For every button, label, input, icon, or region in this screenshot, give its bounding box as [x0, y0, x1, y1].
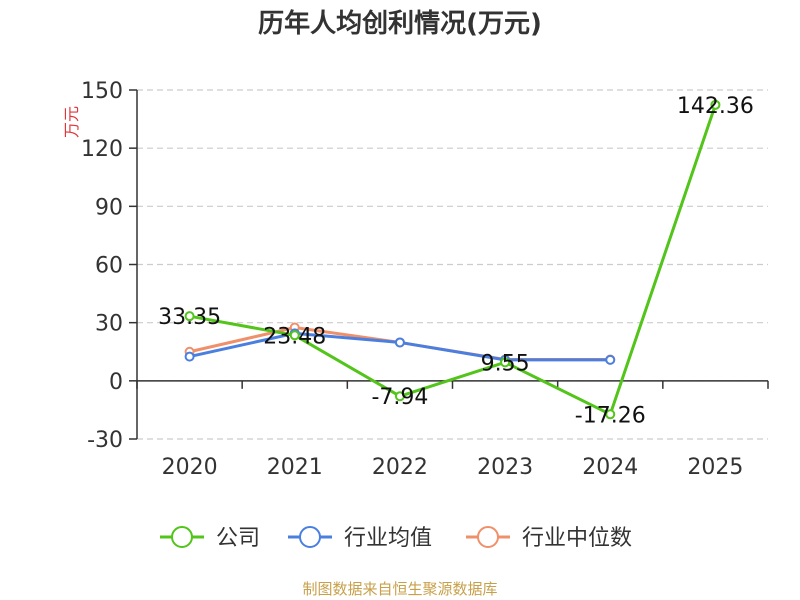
y-tick-label: -30 [87, 428, 123, 453]
series-line [189, 104, 717, 416]
source-note: 制图数据来自恒生聚源数据库 [302, 580, 498, 598]
data-point [184, 351, 195, 362]
x-tick-label: 2024 [582, 455, 638, 480]
data-point [605, 409, 616, 420]
data-point [605, 354, 616, 365]
y-tick-label: 0 [109, 370, 123, 395]
data-point [500, 357, 511, 368]
x-tick-label: 2022 [372, 455, 428, 480]
data-label: -17.26 [575, 403, 646, 428]
chart-title: 历年人均创利情况(万元) [258, 9, 542, 39]
y-tick-label: 90 [95, 195, 123, 220]
data-point [394, 337, 405, 348]
data-point [710, 99, 721, 110]
x-tick-label: 2025 [687, 455, 743, 480]
x-tick-label: 2021 [267, 455, 323, 480]
data-point [394, 391, 405, 402]
data-point [289, 330, 300, 341]
x-tick-label: 2023 [477, 455, 533, 480]
x-tick-label: 2020 [162, 455, 218, 480]
y-tick-label: 120 [81, 137, 123, 162]
legend-label: 行业中位数 [522, 526, 632, 551]
legend-marker [299, 526, 321, 548]
data-label: 9.55 [481, 351, 530, 376]
y-axis-label: 万元 [62, 106, 81, 138]
y-tick-label: 60 [95, 254, 123, 279]
data-label: -7.94 [371, 385, 428, 410]
legend-label: 公司 [216, 526, 260, 551]
legend-marker [171, 526, 193, 548]
legend-marker [477, 526, 499, 548]
y-tick-label: 150 [81, 79, 123, 104]
data-point [184, 311, 195, 322]
y-tick-label: 30 [95, 312, 123, 337]
data-label: 33.35 [158, 305, 221, 330]
legend-label: 行业均值 [344, 526, 432, 551]
data-label: 142.36 [677, 94, 754, 119]
data-label: 23.48 [263, 324, 326, 349]
